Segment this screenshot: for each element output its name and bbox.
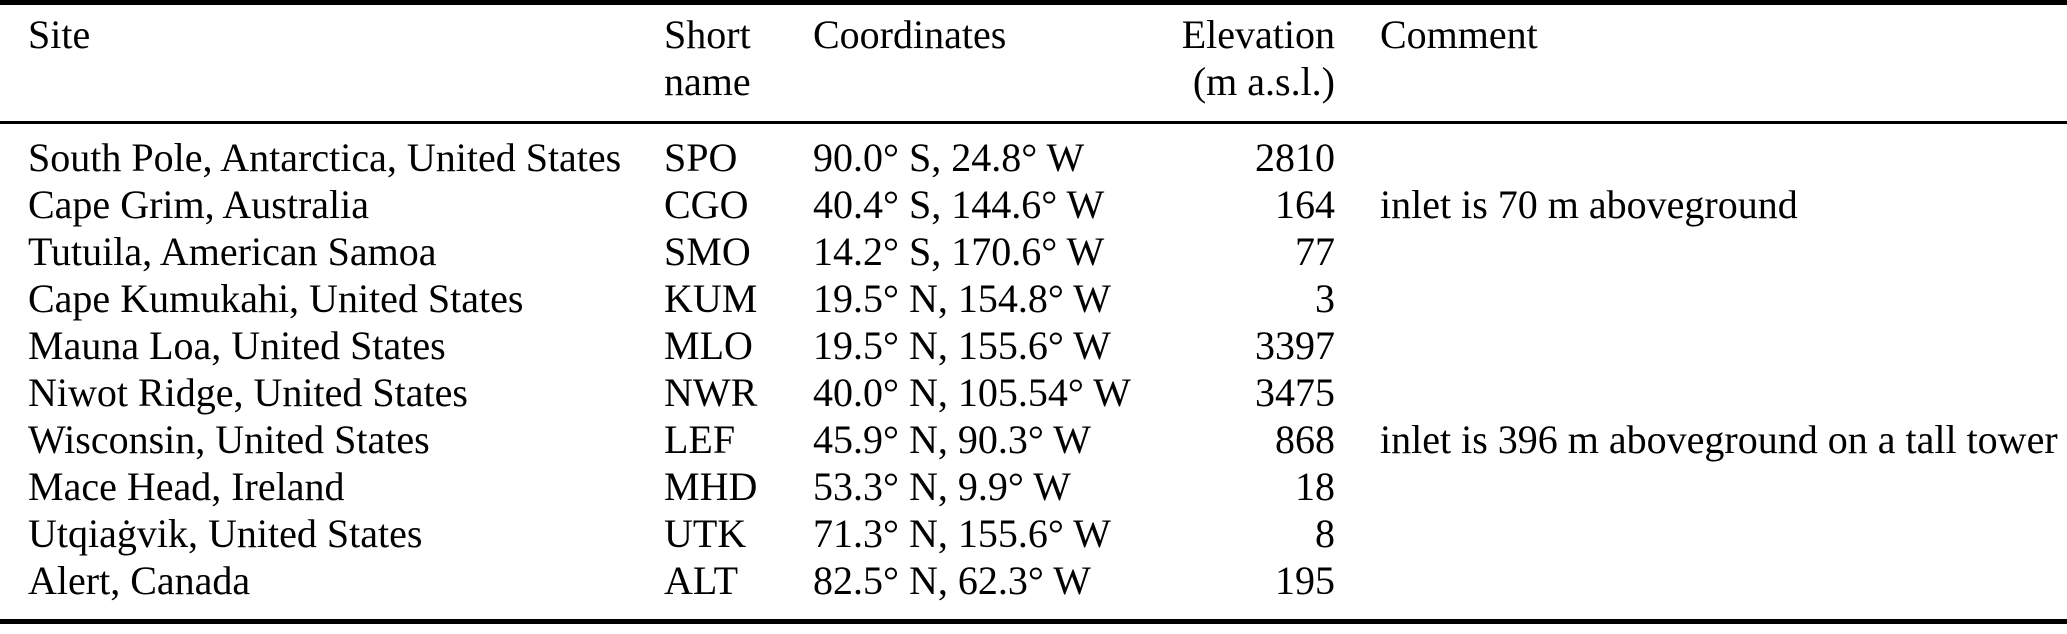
coordinates-cell: 40.0° N, 105.54° W bbox=[813, 370, 1131, 415]
comment-cell bbox=[1335, 134, 2047, 181]
site-cell: Niwot Ridge, United States bbox=[28, 370, 468, 415]
comment-cell bbox=[1335, 275, 2047, 322]
comment-cell bbox=[1335, 510, 2047, 557]
short-name-cell: MLO bbox=[664, 323, 753, 368]
table-row: South Pole, Antarctica, United States SPO… bbox=[0, 134, 2067, 181]
elevation-column-header: Elevation (m a.s.l.) bbox=[1180, 11, 1335, 121]
coordinates-cell: 82.5° N, 62.3° W bbox=[813, 558, 1091, 603]
site-column-header: Site bbox=[28, 11, 664, 121]
coordinates-cell: 19.5° N, 154.8° W bbox=[813, 276, 1111, 321]
coordinates-cell: 19.5° N, 155.6° W bbox=[813, 323, 1111, 368]
comment-cell bbox=[1335, 463, 2047, 510]
comment-cell bbox=[1335, 369, 2047, 416]
table-header: Site Short name Coordinates Elevation (m… bbox=[0, 5, 2067, 121]
header-rule bbox=[0, 121, 2067, 124]
table-row: Tutuila, American Samoa SMO 14.2° S, 170.6… bbox=[0, 228, 2067, 275]
site-cell: Mauna Loa, United States bbox=[28, 323, 446, 368]
elevation-cell: 164 bbox=[1275, 182, 1335, 227]
table-row: Cape Kumukahi, United States KUM 19.5° N, … bbox=[0, 275, 2067, 322]
short-name-header-line1: Short bbox=[664, 12, 751, 57]
comment-cell: inlet is 70 m aboveground bbox=[1380, 182, 1798, 227]
short-name-header-line2: name bbox=[664, 59, 751, 104]
table-row: Cape Grim, Australia CGO 40.4° S, 144.6° W… bbox=[0, 181, 2067, 228]
table-row: Niwot Ridge, United States NWR 40.0° N, 10… bbox=[0, 369, 2067, 416]
table-row: Mace Head, Ireland MHD 53.3° N, 9.9° W 18 bbox=[0, 463, 2067, 510]
short-name-cell: KUM bbox=[664, 276, 758, 321]
site-cell: Tutuila, American Samoa bbox=[28, 229, 437, 274]
elevation-cell: 8 bbox=[1315, 511, 1335, 556]
coordinates-column-header: Coordinates bbox=[813, 11, 1180, 121]
table-row: Wisconsin, United States LEF 45.9° N, 90.3… bbox=[0, 416, 2067, 463]
table-row: Mauna Loa, United States MLO 19.5° N, 155.… bbox=[0, 322, 2067, 369]
site-cell: Cape Grim, Australia bbox=[28, 182, 370, 227]
site-cell: Utqiaġvik, United States bbox=[28, 511, 423, 556]
short-name-cell: CGO bbox=[664, 182, 749, 227]
table-body: South Pole, Antarctica, United States SPO… bbox=[0, 124, 2067, 619]
coordinates-cell: 40.4° S, 144.6° W bbox=[813, 182, 1105, 227]
bottom-rule bbox=[0, 619, 2067, 624]
site-header-label: Site bbox=[28, 12, 91, 57]
comment-header-label: Comment bbox=[1380, 12, 1538, 57]
coordinates-cell: 90.0° S, 24.8° W bbox=[813, 135, 1085, 180]
coordinates-cell: 45.9° N, 90.3° W bbox=[813, 417, 1091, 462]
site-cell: Alert, Canada bbox=[28, 558, 251, 603]
short-name-cell: ALT bbox=[664, 558, 739, 603]
short-name-cell: UTK bbox=[664, 511, 747, 556]
short-name-cell: SPO bbox=[664, 135, 738, 180]
top-rule bbox=[0, 0, 2067, 5]
coordinates-cell: 14.2° S, 170.6° W bbox=[813, 229, 1105, 274]
short-name-column-header: Short name bbox=[664, 11, 813, 121]
coordinates-cell: 71.3° N, 155.6° W bbox=[813, 511, 1111, 556]
comment-column-header: Comment bbox=[1335, 11, 2047, 121]
elevation-cell: 2810 bbox=[1255, 135, 1335, 180]
elevation-cell: 195 bbox=[1275, 558, 1335, 603]
elevation-cell: 868 bbox=[1275, 417, 1335, 462]
table-row: Alert, Canada ALT 82.5° N, 62.3° W 195 bbox=[0, 557, 2067, 604]
site-cell: Wisconsin, United States bbox=[28, 417, 430, 462]
table-row: Utqiaġvik, United States UTK 71.3° N, 155.… bbox=[0, 510, 2067, 557]
elevation-cell: 3397 bbox=[1255, 323, 1335, 368]
elevation-cell: 3475 bbox=[1255, 370, 1335, 415]
comment-cell bbox=[1335, 228, 2047, 275]
elevation-cell: 3 bbox=[1315, 276, 1335, 321]
comment-cell bbox=[1335, 557, 2047, 604]
site-cell: Mace Head, Ireland bbox=[28, 464, 345, 509]
short-name-cell: SMO bbox=[664, 229, 751, 274]
site-cell: Cape Kumukahi, United States bbox=[28, 276, 524, 321]
site-cell: South Pole, Antarctica, United States bbox=[28, 135, 622, 180]
coordinates-cell: 53.3° N, 9.9° W bbox=[813, 464, 1071, 509]
comment-cell: inlet is 396 m aboveground on a tall tow… bbox=[1380, 417, 2058, 462]
comment-cell bbox=[1335, 322, 2047, 369]
elevation-cell: 18 bbox=[1295, 464, 1335, 509]
short-name-cell: MHD bbox=[664, 464, 758, 509]
elevation-cell: 77 bbox=[1295, 229, 1335, 274]
short-name-cell: NWR bbox=[664, 370, 758, 415]
short-name-cell: LEF bbox=[664, 417, 736, 462]
elevation-header-line1: Elevation bbox=[1181, 12, 1335, 57]
elevation-header-line2: (m a.s.l.) bbox=[1192, 59, 1335, 104]
coordinates-header-label: Coordinates bbox=[813, 12, 1007, 57]
